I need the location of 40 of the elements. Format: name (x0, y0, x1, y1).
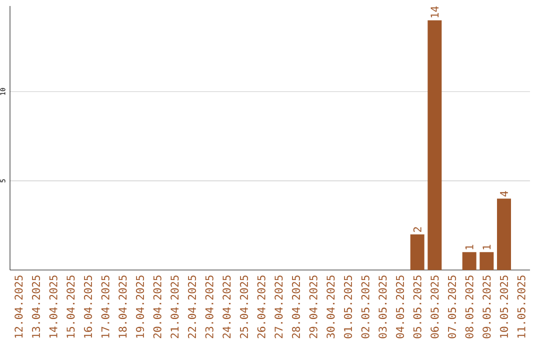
x-tick-label: 01.05.2025 (344, 276, 352, 338)
x-tick-label: 10.05.2025 (500, 276, 508, 338)
x-tick-label: 06.05.2025 (430, 276, 439, 338)
x-tick-label: 02.05.2025 (361, 276, 370, 338)
bar (497, 198, 511, 270)
data-label: 4 (500, 191, 508, 197)
x-tick-label: 17.04.2025 (101, 276, 110, 338)
bar (410, 234, 424, 270)
x-tick-label: 21.04.2025 (170, 276, 179, 338)
x-tick-label: 25.04.2025 (240, 276, 248, 338)
x-tick-label: 29.04.2025 (309, 276, 318, 338)
x-tick-label: 19.04.2025 (136, 276, 144, 338)
x-tick-label: 15.04.2025 (66, 276, 75, 338)
x-tick-label: 18.04.2025 (118, 276, 127, 338)
data-label: 2 (413, 227, 422, 232)
bar (480, 252, 494, 270)
x-tick-label: 05.05.2025 (413, 276, 422, 338)
x-tick-label: 23.04.2025 (205, 276, 214, 338)
data-label: 14 (430, 6, 439, 18)
x-tick-label: 30.04.2025 (326, 276, 335, 338)
x-tick-label: 26.04.2025 (257, 276, 266, 338)
x-tick-label: 09.05.2025 (482, 276, 491, 338)
x-tick-label: 03.05.2025 (378, 276, 387, 338)
x-tick-label: 27.04.2025 (274, 276, 283, 338)
x-tick-label: 08.05.2025 (465, 276, 474, 338)
data-label: 1 (482, 244, 491, 250)
x-tick-label: 16.04.2025 (84, 276, 92, 338)
x-tick-label: 24.04.2025 (222, 276, 231, 338)
x-tick-label: 28.04.2025 (292, 276, 300, 338)
x-tick-label: 22.04.2025 (188, 276, 196, 338)
x-tick-label: 07.05.2025 (448, 276, 456, 338)
x-tick-label: 13.04.2025 (32, 276, 40, 338)
data-label: 1 (465, 244, 474, 250)
x-tick-label: 14.04.2025 (49, 276, 58, 338)
x-tick-label: 11.05.2025 (517, 276, 526, 338)
x-tick-label: 20.04.2025 (153, 276, 162, 338)
bar (462, 252, 476, 270)
x-tick-label: 04.05.2025 (396, 276, 404, 338)
x-tick-label: 12.04.2025 (14, 276, 23, 338)
bar (428, 20, 442, 270)
